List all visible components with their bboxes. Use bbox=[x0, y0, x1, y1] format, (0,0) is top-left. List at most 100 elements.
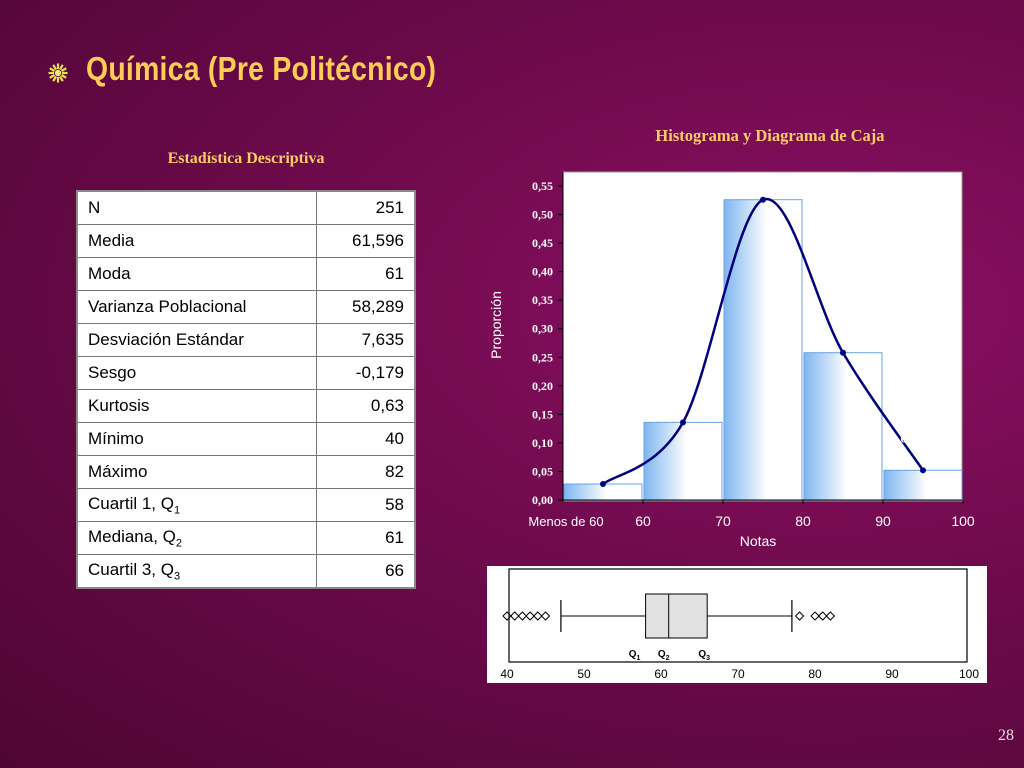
stats-row: Máximo 82 bbox=[76, 455, 416, 489]
boxplot-x-tick-label: 100 bbox=[959, 667, 979, 681]
stats-row: Kurtosis 0,63 bbox=[76, 389, 416, 423]
stats-label-text: Cuartil 3, Q bbox=[88, 559, 174, 579]
data-label: 0,258 bbox=[844, 329, 872, 343]
boxplot-x-tick-label: 90 bbox=[885, 667, 899, 681]
stats-label: Moda bbox=[76, 257, 318, 291]
box-iqr bbox=[645, 593, 708, 639]
stats-row: Mediana, Q2 61 bbox=[76, 521, 416, 555]
histogram-heading: Histograma y Diagrama de Caja bbox=[655, 126, 885, 145]
outlier-marker bbox=[525, 611, 535, 621]
stats-value: -0,179 bbox=[316, 356, 416, 390]
stats-value: 61 bbox=[316, 257, 416, 291]
quartile-label: Q3 bbox=[698, 649, 710, 662]
y-axis-label: Proporción bbox=[488, 291, 504, 359]
outlier-marker bbox=[502, 611, 512, 621]
curve-point bbox=[600, 481, 606, 488]
curve-point bbox=[920, 467, 926, 474]
outlier-marker bbox=[817, 611, 828, 621]
quartile-label: Q2 bbox=[658, 649, 670, 662]
stats-label: Mediana, Q2 bbox=[76, 521, 318, 555]
histogram-bar bbox=[723, 199, 803, 501]
quartile-label-sub: 3 bbox=[706, 655, 710, 662]
y-tick-label: 0,55 bbox=[532, 179, 553, 193]
boxplot-x-tick-label: 40 bbox=[500, 667, 514, 681]
y-tick-label: 0,35 bbox=[532, 293, 553, 307]
y-tick-label: 0,50 bbox=[532, 208, 553, 222]
quartile-label-sub: 2 bbox=[666, 655, 670, 662]
x-axis-label: Notas bbox=[740, 533, 777, 549]
stats-label: Varianza Poblacional bbox=[76, 290, 318, 324]
boxplot-x-tick-label: 50 bbox=[577, 667, 591, 681]
y-tick-label: 0,40 bbox=[532, 265, 553, 279]
stats-row: Cuartil 3, Q3 66 bbox=[76, 554, 416, 589]
stats-label-text: Moda bbox=[88, 264, 131, 283]
curve-point bbox=[760, 196, 766, 203]
x-tick-label: 60 bbox=[635, 513, 651, 529]
quartile-label: Q1 bbox=[629, 649, 641, 662]
stats-value: 7,635 bbox=[316, 323, 416, 357]
boxplot-x-tick-label: 80 bbox=[808, 667, 822, 681]
x-tick-label: 100 bbox=[951, 513, 975, 529]
stats-label-text: Mediana, Q bbox=[88, 526, 176, 546]
stats-value: 251 bbox=[316, 190, 416, 225]
stats-label-text: Varianza Poblacional bbox=[88, 297, 247, 316]
stats-value: 58,289 bbox=[316, 290, 416, 324]
quartile-label-main: Q bbox=[698, 649, 706, 660]
stats-row: Sesgo -0,179 bbox=[76, 356, 416, 390]
sun-burst-bullet-icon bbox=[48, 63, 68, 83]
stats-label-text: Desviación Estándar bbox=[88, 330, 244, 349]
histogram-bar bbox=[883, 469, 963, 501]
y-tick-label: 0,20 bbox=[532, 379, 553, 393]
y-tick-label: 0,00 bbox=[532, 493, 553, 507]
stats-label-text: Media bbox=[88, 231, 135, 250]
x-tick-label: 80 bbox=[795, 513, 811, 529]
stats-value: 66 bbox=[316, 554, 416, 589]
stats-value: 0,63 bbox=[316, 389, 416, 423]
stats-value: 61 bbox=[316, 521, 416, 555]
stats-label-text: N bbox=[88, 198, 101, 217]
y-tick-label: 0,10 bbox=[532, 436, 553, 450]
curve-point bbox=[840, 349, 846, 356]
stats-row: N 251 bbox=[76, 190, 416, 225]
x-tick-label: Menos de 60 bbox=[528, 514, 603, 529]
stats-label-text: Sesgo bbox=[88, 363, 137, 382]
stats-label-text: Mínimo bbox=[88, 429, 144, 448]
stats-value: 61,596 bbox=[316, 224, 416, 258]
quartile-label-main: Q bbox=[658, 649, 666, 660]
outlier-marker bbox=[517, 611, 528, 621]
curve-point bbox=[680, 419, 686, 426]
boxplot-x-tick-label: 60 bbox=[654, 667, 668, 681]
stats-row: Cuartil 1, Q1 58 bbox=[76, 488, 416, 522]
slide-title: Química (Pre Politécnico) bbox=[86, 50, 437, 87]
outlier-marker bbox=[810, 611, 820, 621]
outlier-marker bbox=[509, 611, 520, 621]
stats-value: 58 bbox=[316, 488, 416, 522]
y-tick-label: 0,25 bbox=[532, 350, 553, 364]
stats-label: Máximo bbox=[76, 455, 318, 489]
y-tick-label: 0,05 bbox=[532, 464, 553, 478]
x-tick-label: 70 bbox=[715, 513, 731, 529]
histogram-bar bbox=[803, 352, 883, 501]
descriptive-stats-table: N 251 Media 61,596 Moda 61 Varianza Poblaciona… bbox=[76, 190, 416, 589]
stats-row: Media 61,596 bbox=[76, 224, 416, 258]
stats-row: Moda 61 bbox=[76, 257, 416, 291]
stats-label-subscript: 3 bbox=[173, 570, 181, 583]
stats-label: N bbox=[76, 190, 318, 225]
quartile-label-sub: 1 bbox=[637, 655, 641, 662]
data-label: 0,526 bbox=[744, 179, 772, 193]
stats-label: Desviación Estándar bbox=[76, 323, 318, 357]
y-tick-label: 0,15 bbox=[532, 407, 553, 421]
stats-value: 40 bbox=[316, 422, 416, 456]
y-tick-label: 0,45 bbox=[532, 236, 553, 250]
stats-value: 82 bbox=[316, 455, 416, 489]
page-number: 28 bbox=[998, 727, 1014, 744]
stats-label-text: Máximo bbox=[88, 462, 148, 481]
stats-row: Mínimo 40 bbox=[76, 422, 416, 456]
data-label: 0,136 bbox=[629, 391, 657, 405]
outlier-marker bbox=[540, 611, 551, 621]
outlier-marker bbox=[533, 611, 543, 621]
stats-label-text: Kurtosis bbox=[88, 396, 150, 415]
histogram-chart: 0,00 0,05 0,10 0,15 0,20 0,25 0,30 0,35 0,40 0,45… bbox=[488, 171, 975, 549]
outlier-marker bbox=[794, 611, 805, 621]
